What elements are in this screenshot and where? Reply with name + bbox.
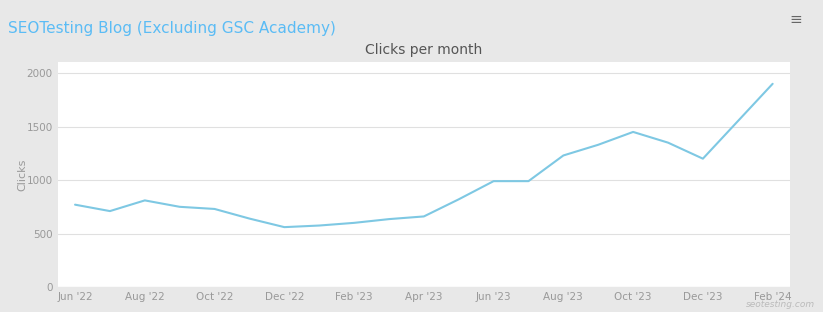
Y-axis label: Clicks: Clicks <box>17 158 27 191</box>
Text: SEOTesting Blog (Excluding GSC Academy): SEOTesting Blog (Excluding GSC Academy) <box>8 21 336 36</box>
Text: seotesting.com: seotesting.com <box>746 300 815 309</box>
Text: ≡: ≡ <box>790 12 802 27</box>
Title: Clicks per month: Clicks per month <box>365 43 482 57</box>
